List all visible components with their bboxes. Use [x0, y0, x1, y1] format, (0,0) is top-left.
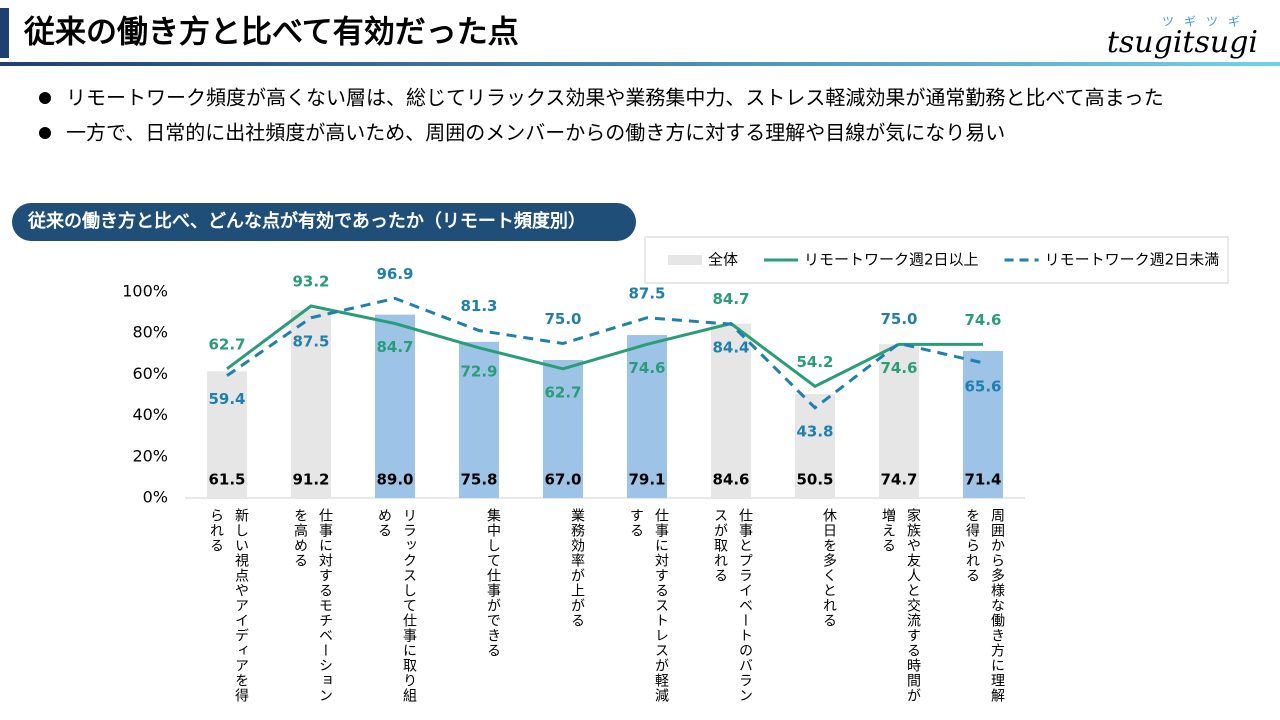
line-value-label: 93.2 [292, 273, 329, 291]
line-value-label: 65.6 [964, 377, 1001, 395]
bar-value-label: 71.4 [964, 471, 1001, 489]
line-value-label: 74.6 [628, 359, 665, 377]
title-underline [0, 62, 1280, 66]
line-value-label: 84.7 [376, 338, 413, 356]
x-tick-label: 業務効率が上がる [569, 508, 585, 628]
legend-swatch [668, 255, 702, 265]
logo-kana: ツギツギ [1162, 15, 1250, 29]
title-accent [0, 8, 9, 58]
line-value-label: 74.6 [964, 311, 1001, 329]
line-value-label: 84.7 [712, 290, 749, 308]
legend-label: 全体 [708, 251, 738, 269]
legend-label: リモートワーク週2日以上 [804, 251, 979, 269]
bar-value-label: 89.0 [376, 471, 413, 489]
x-tick-label: 家族や友人と交流する時間が増える [880, 508, 921, 703]
y-tick-label: 80% [132, 323, 168, 342]
line [226, 304, 983, 389]
line-value-label: 81.3 [460, 297, 497, 315]
bar-value-label: 91.2 [292, 471, 329, 489]
line-value-label: 72.9 [460, 362, 497, 380]
bar-value-label: 74.7 [880, 471, 917, 489]
y-tick-label: 0% [143, 488, 168, 507]
bar-value-label: 84.6 [712, 471, 749, 489]
page-title: 従来の働き方と比べて有効だった点 [23, 15, 519, 51]
bar-value-label: 75.8 [460, 471, 497, 489]
bar [291, 310, 331, 498]
line-value-label: 87.5 [292, 332, 329, 350]
line-value-label: 74.6 [880, 359, 917, 377]
bar [627, 335, 667, 498]
bar [375, 314, 415, 498]
bullet-dot [39, 127, 51, 139]
logo: tsugitsugi [1107, 25, 1258, 60]
x-tick-label: 周囲から多様な働き方に理解を得られる [964, 508, 1005, 703]
chart-title-pill [12, 203, 636, 241]
bar [543, 359, 583, 498]
line-value-label: 43.8 [796, 422, 833, 440]
legend-box [644, 236, 1229, 284]
bar-value-label: 50.5 [796, 471, 833, 489]
line-value-label: 96.9 [376, 265, 413, 283]
bar [879, 344, 919, 498]
bar-value-label: 67.0 [544, 471, 581, 489]
x-tick-label: 仕事とプライベートのバランスが取れる [712, 508, 753, 703]
bullet-dot [39, 92, 51, 104]
bullet: 一方で、日常的に出社頻度が高いため、周囲のメンバーからの働き方に対する理解や目線… [66, 121, 1005, 145]
line-value-label: 62.7 [208, 335, 245, 353]
line-value-label: 62.7 [544, 383, 581, 401]
x-tick-label: リラックスして仕事に取り組める [376, 508, 417, 703]
x-tick-label: 仕事に対するモチベーションを高める [292, 508, 333, 703]
bar [207, 371, 247, 498]
bar [963, 350, 1003, 498]
line-value-label: 54.2 [796, 353, 833, 371]
line-value-label: 75.0 [544, 310, 581, 328]
x-tick-label: 新しい視点やアイディアを得られる [208, 508, 249, 703]
line [226, 296, 984, 410]
x-tick-label: 仕事に対するストレスが軽減する [628, 508, 669, 703]
line-value-label: 59.4 [208, 390, 245, 408]
line-value-label: 84.4 [712, 339, 749, 357]
line-value-label: 75.0 [880, 310, 917, 328]
y-tick-label: 60% [132, 364, 168, 383]
x-tick-label: 集中して仕事ができる [485, 508, 501, 658]
bar [459, 341, 499, 498]
bar-value-label: 61.5 [208, 471, 245, 489]
bar [711, 323, 751, 498]
legend-label: リモートワーク週2日未満 [1045, 251, 1220, 269]
bar-value-label: 79.1 [628, 471, 665, 489]
y-tick-label: 40% [132, 405, 168, 424]
x-tick-label: 休日を多くとれる [821, 508, 837, 628]
bar [795, 393, 835, 498]
line-value-label: 87.5 [628, 284, 665, 302]
bullet: リモートワーク頻度が高くない層は、総じてリラックス効果や業務集中力、ストレス軽減… [66, 86, 1164, 110]
y-tick-label: 100% [122, 282, 168, 301]
chart-title: 従来の働き方と比べ、どんな点が有効であったか（リモート頻度別） [27, 210, 586, 232]
y-tick-label: 20% [132, 446, 168, 465]
